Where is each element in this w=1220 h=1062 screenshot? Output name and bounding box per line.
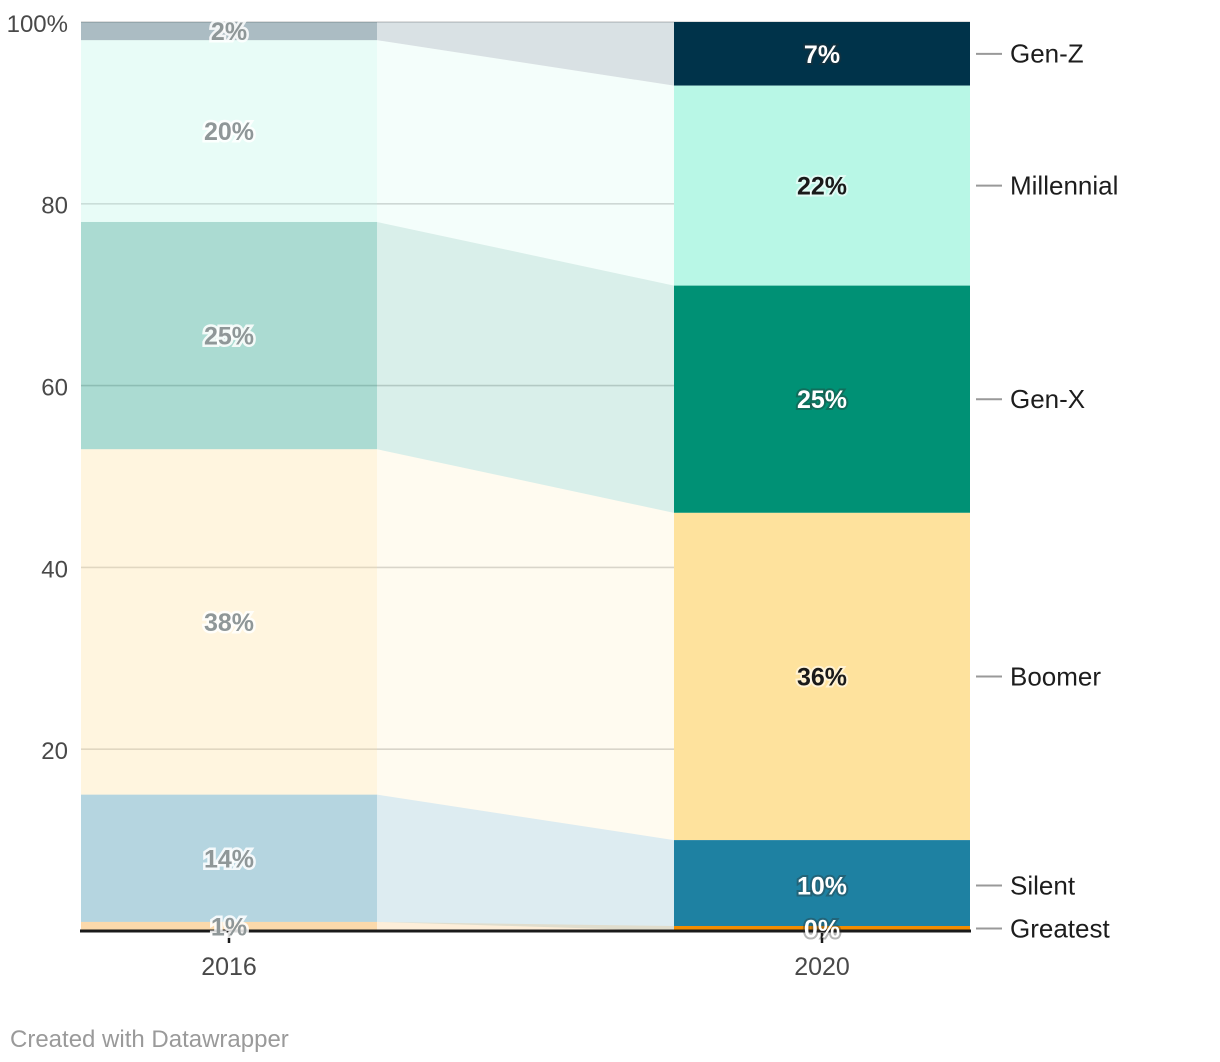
value-label-2016-greatest: 1%: [211, 913, 247, 941]
category-label-boomer: Boomer: [1010, 661, 1101, 691]
transition-band-gen-z: [377, 22, 674, 86]
y-axis-label-100: 100%: [7, 11, 68, 38]
value-label-2016-gen-z: 2%: [211, 18, 247, 46]
segment-2016-boomer[interactable]: [81, 449, 377, 795]
segment-2020-greatest[interactable]: [674, 926, 970, 931]
transition-band-millennial: [377, 40, 674, 286]
segment-2020-millennial[interactable]: [674, 85, 970, 286]
segment-2016-greatest[interactable]: [81, 921, 377, 931]
segment-2020-boomer[interactable]: [674, 512, 970, 841]
category-label-millennial: Millennial: [1010, 170, 1118, 200]
category-label-silent: Silent: [1010, 870, 1076, 900]
value-label-2020-gen-x: 25%: [797, 386, 847, 414]
x-axis-label-2016: 2016: [201, 953, 257, 981]
segment-2020-gen-x[interactable]: [674, 285, 970, 513]
transition-band-boomer: [377, 449, 674, 841]
category-label-gen-z: Gen-Z: [1010, 39, 1084, 69]
value-label-2016-silent: 14%: [204, 845, 254, 873]
y-axis-label-80: 80: [41, 193, 68, 220]
datawrapper-credit-link[interactable]: Created with Datawrapper: [10, 1026, 289, 1053]
segment-2016-silent[interactable]: [81, 794, 377, 922]
segment-2016-gen-z[interactable]: [81, 22, 377, 41]
transition-band-gen-x: [377, 221, 674, 513]
segment-2016-millennial[interactable]: [81, 40, 377, 222]
y-axis-label-20: 20: [41, 738, 68, 765]
value-label-2016-boomer: 38%: [204, 609, 254, 637]
transition-band-greatest: [377, 921, 674, 931]
value-label-2020-boomer: 36%: [797, 663, 847, 691]
value-label-2020-silent: 10%: [797, 873, 847, 901]
segment-2020-gen-z[interactable]: [674, 22, 970, 86]
value-label-2020-millennial: 22%: [797, 173, 847, 201]
transition-band-silent: [377, 794, 674, 931]
category-label-greatest: Greatest: [1010, 913, 1110, 943]
y-axis-label-60: 60: [41, 375, 68, 402]
y-axis-label-40: 40: [41, 556, 68, 583]
segment-2020-silent[interactable]: [674, 840, 970, 931]
x-axis-baseline: [80, 929, 971, 933]
x-axis-label-2020: 2020: [794, 953, 850, 981]
category-label-gen-x: Gen-X: [1010, 384, 1085, 414]
value-label-2020-greatest: 0%: [804, 916, 840, 944]
segment-2016-gen-x[interactable]: [81, 221, 377, 450]
stacked-column-transition-chart: 2% 7% 20% 22% 25% 25% 38% 36% 14% 10% 1% 0% 100% 80 60…: [7, 11, 1119, 981]
value-label-2020-gen-z: 7%: [804, 41, 840, 69]
value-label-2016-millennial: 20%: [204, 118, 254, 146]
value-label-2016-gen-x: 25%: [204, 323, 254, 351]
